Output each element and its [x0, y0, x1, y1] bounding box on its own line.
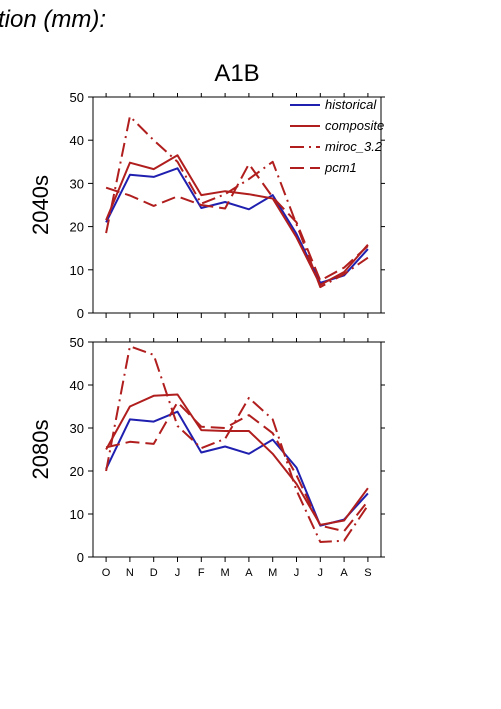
- x-tick-label-1: O: [102, 567, 111, 579]
- y-tick-label: 10: [70, 507, 84, 522]
- y-tick-label: 40: [70, 133, 84, 148]
- y-tick-label: 20: [70, 220, 84, 235]
- y-tick-label: 10: [70, 263, 84, 278]
- y-tick-label: 40: [70, 378, 84, 393]
- x-tick-label-7: A: [245, 567, 253, 579]
- y-tick-label: 0: [77, 550, 84, 565]
- series-line-pcm1: [105, 401, 369, 533]
- series-line-composite: [105, 154, 369, 286]
- series-line-composite: [105, 393, 369, 526]
- y-tick-label: 20: [70, 464, 84, 479]
- panel-2: 0 10 20 30 40 50 O N D J F M A M J J A S 2080s: [28, 335, 385, 579]
- plot-frame: [92, 341, 382, 558]
- figure-heading: tion (mm):: [0, 6, 106, 33]
- y-tick-label: 50: [70, 335, 84, 350]
- y-tick-label: 0: [77, 306, 84, 321]
- series-line-miroc-3-2: [105, 345, 369, 543]
- x-tick-label-11: A: [340, 567, 348, 579]
- x-tick-label-12: S: [364, 567, 371, 579]
- panel-label: 2040s: [28, 175, 53, 235]
- plot-frame: [92, 96, 382, 314]
- x-tick-label-10: J: [318, 567, 324, 579]
- series-line-pcm1: [105, 163, 369, 282]
- y-tick-label: 30: [70, 421, 84, 436]
- legend-label-composite: composite: [325, 118, 384, 133]
- x-tick-label-2: N: [126, 567, 134, 579]
- panel-1: 0 10 20 30 40 50 2040s historical composite miroc…: [28, 90, 385, 321]
- x-tick-label-4: J: [175, 567, 181, 579]
- legend: historical composite miroc_3.2 pcm1: [290, 97, 384, 175]
- x-tick-label-8: M: [268, 567, 277, 579]
- scenario-title: A1B: [214, 60, 259, 87]
- series-line-historical: [105, 410, 369, 527]
- y-tick-label: 50: [70, 90, 84, 105]
- legend-label-miroc-3-2: miroc_3.2: [325, 139, 383, 154]
- x-tick-label-5: F: [198, 567, 205, 579]
- legend-label-pcm1: pcm1: [324, 160, 357, 175]
- series-line-historical: [105, 167, 369, 284]
- x-tick-label-9: J: [294, 567, 300, 579]
- x-tick-label-6: M: [221, 567, 230, 579]
- legend-label-historical: historical: [325, 97, 377, 112]
- x-tick-label-3: D: [150, 567, 158, 579]
- panels: 0 10 20 30 40 50 2040s historical composite miroc…: [28, 90, 385, 579]
- panel-label: 2080s: [28, 420, 53, 480]
- y-tick-label: 30: [70, 176, 84, 191]
